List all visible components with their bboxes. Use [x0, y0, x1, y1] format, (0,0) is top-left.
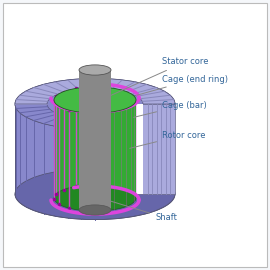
Ellipse shape [79, 65, 111, 75]
Polygon shape [15, 104, 175, 130]
Ellipse shape [54, 87, 136, 113]
Text: Cage (end ring): Cage (end ring) [137, 75, 228, 95]
Text: Rotor core: Rotor core [130, 130, 205, 148]
Text: Stator core: Stator core [107, 58, 208, 97]
Polygon shape [54, 100, 136, 198]
Text: Shaft: Shaft [110, 201, 177, 222]
Ellipse shape [54, 185, 136, 211]
Polygon shape [15, 78, 175, 104]
Ellipse shape [79, 205, 111, 215]
Ellipse shape [15, 168, 175, 220]
Text: Cage (bar): Cage (bar) [134, 100, 207, 117]
Polygon shape [15, 104, 175, 194]
Polygon shape [95, 104, 175, 194]
Polygon shape [95, 104, 143, 194]
Polygon shape [79, 70, 111, 210]
Ellipse shape [15, 78, 175, 130]
